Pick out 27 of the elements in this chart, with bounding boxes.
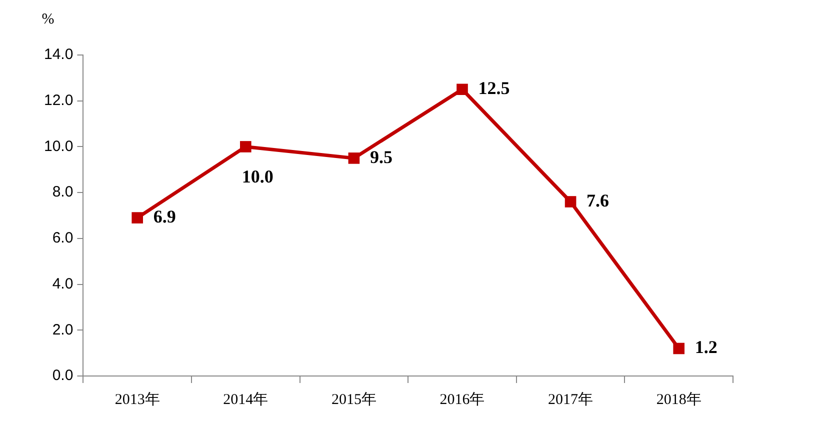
- y-tick-label: 10.0: [44, 138, 74, 155]
- x-tick-label: 2014年: [223, 390, 268, 408]
- y-tick-label: 8.0: [52, 184, 74, 201]
- y-tick-label: 14.0: [44, 46, 74, 64]
- point: [673, 342, 685, 354]
- point: [240, 141, 252, 152]
- y-axis-title: %: [42, 11, 54, 28]
- y-tick-label: 2.0: [52, 321, 74, 338]
- x-tick-label: 2016年: [440, 390, 485, 408]
- point: [132, 212, 143, 224]
- data-label: 9.5: [370, 146, 392, 167]
- data-label: 1.2: [694, 337, 718, 358]
- point: [456, 84, 468, 96]
- y-tick-label: 4.0: [52, 275, 74, 292]
- y-tick-label: 0.0: [52, 367, 74, 384]
- x-tick-label: 2017年: [548, 390, 594, 408]
- point: [564, 196, 576, 208]
- data-label: 7.6: [586, 190, 610, 210]
- x-tick-label: 2015年: [331, 390, 376, 408]
- y-tick-label: 6.0: [52, 230, 74, 247]
- y-tick-label: 12.0: [44, 92, 74, 109]
- data-label: 12.5: [478, 78, 510, 98]
- point: [348, 152, 360, 164]
- data-label: 10.0: [242, 166, 274, 186]
- data-label: 6.9: [153, 206, 176, 226]
- x-tick-label: 2018年: [656, 390, 702, 408]
- x-tick-label: 2013年: [114, 390, 160, 408]
